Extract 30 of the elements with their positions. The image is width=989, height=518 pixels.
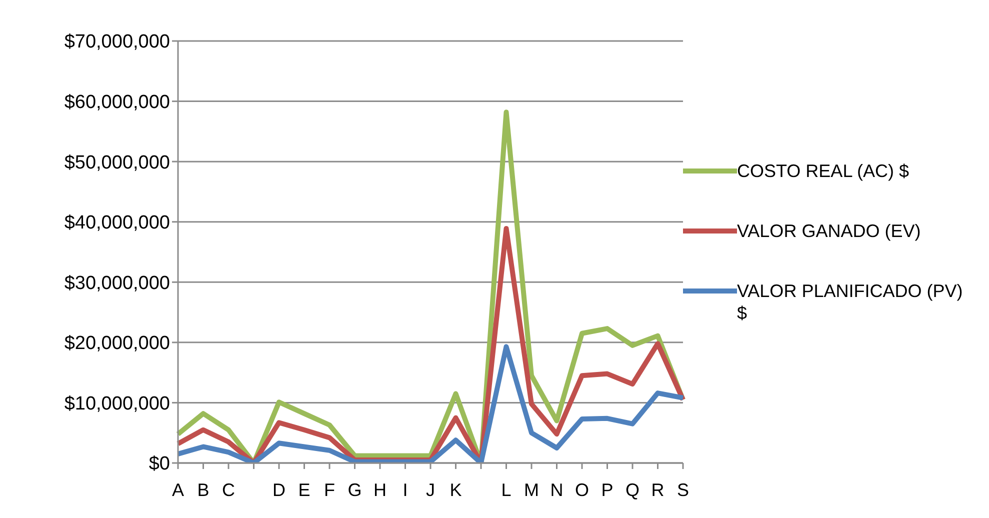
legend-label: COSTO REAL (AC) $ [737, 160, 910, 182]
x-tick-label: Q [625, 480, 640, 500]
x-tick-label: I [402, 480, 408, 500]
x-tick-label: G [348, 480, 362, 500]
x-tick-label: P [601, 480, 614, 500]
x-tick-label: M [524, 480, 539, 500]
x-tick-label: O [574, 480, 590, 500]
legend-label: VALOR GANADO (EV) [737, 220, 921, 242]
x-tick-label: K [450, 480, 462, 500]
x-tick-label: E [298, 480, 310, 500]
y-tick-label: $70,000,000 [64, 32, 170, 53]
x-tick-label: D [272, 480, 286, 500]
y-tick-label: $10,000,000 [64, 393, 170, 414]
x-tick-label: N [550, 480, 564, 500]
x-tick-label: A [172, 480, 184, 500]
y-tick-label: $20,000,000 [64, 333, 170, 354]
x-tick-label: R [651, 480, 664, 500]
x-tick-label: J [426, 480, 435, 500]
x-tick-label: F [324, 480, 335, 500]
x-tick-label: C [222, 480, 235, 500]
y-tick-label: $40,000,000 [64, 212, 170, 234]
y-tick-label: $60,000,000 [64, 92, 170, 114]
legend-label: VALOR PLANIFICADO (PV) $ [737, 280, 964, 324]
x-tick-label: S [676, 480, 690, 500]
y-tick-label: $30,000,000 [64, 272, 170, 294]
x-tick-label: B [197, 480, 210, 500]
x-tick-label: H [374, 480, 386, 500]
y-tick-label: $0 [148, 454, 170, 475]
y-tick-label: $50,000,000 [64, 152, 170, 174]
x-tick-label: L [501, 480, 512, 500]
